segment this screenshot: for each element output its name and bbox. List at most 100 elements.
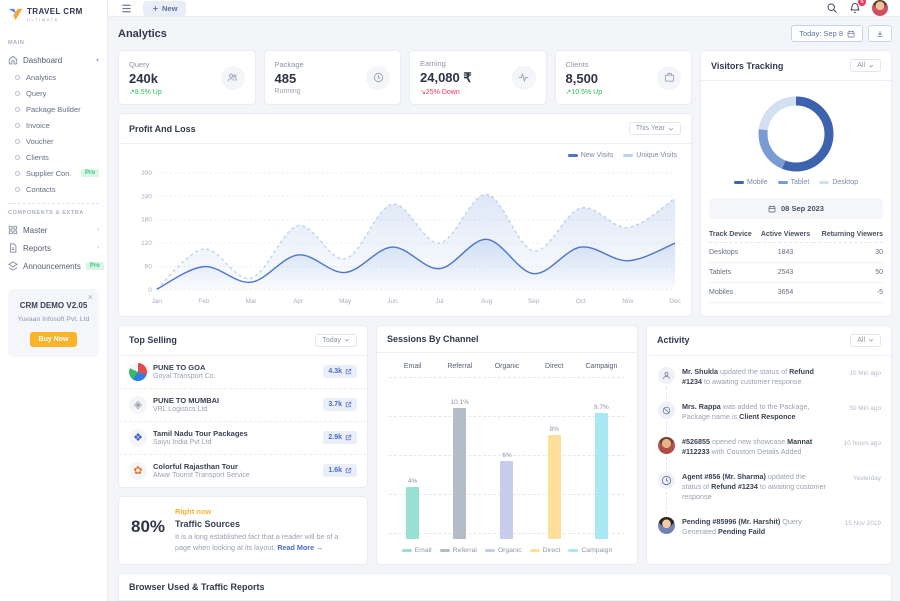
item-value-link[interactable]: 2.9k bbox=[323, 431, 357, 445]
hamburger-menu-icon[interactable] bbox=[120, 3, 133, 14]
read-more-link[interactable]: Read More → bbox=[277, 542, 324, 552]
activity-time: 15 Nov 2019 bbox=[844, 519, 881, 527]
activity-text: #526855 opened new showcase Mannat #1122… bbox=[682, 437, 826, 458]
user-avatar[interactable] bbox=[872, 0, 888, 16]
slash-circle-icon bbox=[657, 401, 675, 419]
activity-filter[interactable]: All bbox=[850, 333, 881, 347]
item-company: Saiyu India Pvt Ltd bbox=[153, 439, 212, 447]
new-button[interactable]: New bbox=[143, 0, 187, 16]
browser-report-card: Browser Used & Traffic Reports ChannelSe… bbox=[118, 572, 892, 601]
bullet-icon bbox=[15, 138, 20, 144]
sidebar-item-clients[interactable]: Clients bbox=[8, 149, 99, 165]
sidebar-item-query[interactable]: Query bbox=[8, 85, 99, 101]
item-value: 3.7k bbox=[328, 401, 342, 409]
visitors-filter[interactable]: All bbox=[850, 59, 881, 72]
sidebar-item-supplier-con-[interactable]: Supplier Con. Pro bbox=[8, 165, 99, 181]
chevron-right-icon: › bbox=[97, 227, 99, 233]
svg-text:Nov: Nov bbox=[622, 298, 634, 305]
sidebar-item-label: Analytics bbox=[26, 72, 57, 82]
legend-label: Desktop bbox=[832, 179, 858, 186]
activity-text-segment: Mrs. Rappa bbox=[682, 401, 721, 411]
legend-swatch bbox=[734, 181, 744, 184]
activity-text-segment: to awaiting customer response bbox=[702, 377, 802, 387]
svg-text:Oct: Oct bbox=[576, 298, 586, 305]
svg-text:60: 60 bbox=[145, 264, 153, 271]
svg-text:240: 240 bbox=[141, 193, 152, 200]
chevron-right-icon: › bbox=[97, 245, 99, 251]
sidebar-item-reports[interactable]: Reports › bbox=[8, 239, 99, 257]
sidebar-item-dashboard[interactable]: Dashboard ▾ bbox=[8, 51, 99, 69]
stat-value: 8,500 bbox=[565, 70, 599, 86]
legend-label: New Visits bbox=[580, 152, 614, 159]
bar-area: 6% bbox=[483, 377, 530, 539]
sidebar-item-announcements[interactable]: Announcements Pro bbox=[8, 257, 104, 275]
bar-columns: Email 4% Referral 10.1% Organic 6% Direct 8% Cam… bbox=[389, 363, 625, 539]
visitors-donut-chart bbox=[701, 81, 891, 179]
sidebar-item-package-builder[interactable]: Package Builder bbox=[8, 101, 99, 117]
sidebar-item-label: Announcements bbox=[23, 261, 81, 271]
top-selling-filter[interactable]: Today bbox=[315, 333, 357, 347]
item-value-link[interactable]: 3.7k bbox=[323, 398, 357, 412]
sidebar-item-invoice[interactable]: Invoice bbox=[8, 117, 99, 133]
activity-text-segment: to awaiting customer response bbox=[682, 481, 826, 502]
search-icon[interactable] bbox=[826, 2, 838, 14]
sidebar-item-analytics[interactable]: Analytics bbox=[8, 69, 99, 85]
gridline bbox=[389, 376, 625, 378]
table-cell: 2543 bbox=[757, 262, 814, 283]
bar-value-label: 8% bbox=[549, 425, 559, 433]
bar bbox=[406, 486, 420, 539]
brand-name: TRAVEL CRM bbox=[27, 6, 83, 16]
globe-icon bbox=[129, 362, 147, 381]
sidebar-item-contacts[interactable]: Contacts bbox=[8, 181, 99, 197]
line-chart-legend: New Visits Unique Visits bbox=[127, 148, 683, 159]
item-name: Colorful Rajasthan Tour bbox=[153, 462, 238, 472]
sidebar-item-label: Clients bbox=[26, 152, 49, 162]
item-value-link[interactable]: 4.3k bbox=[323, 365, 357, 379]
date-button[interactable]: Today: Sep 8 bbox=[791, 25, 863, 42]
pro-badge: Pro bbox=[85, 262, 104, 270]
close-icon[interactable]: × bbox=[87, 292, 93, 302]
stat-change: Running bbox=[274, 88, 301, 95]
buy-now-button[interactable]: Buy Now bbox=[29, 332, 78, 347]
svg-text:Dec: Dec bbox=[669, 298, 681, 305]
category-label: Email bbox=[403, 362, 422, 370]
bar-column-referral: Referral 10.1% bbox=[436, 363, 483, 539]
visitors-tracking-card: Visitors Tracking All Mobile Tablet Deskto… bbox=[700, 50, 892, 317]
sidebar: TRAVEL CRM ULTIMATE MAIN Dashboard ▾ Ana… bbox=[0, 0, 108, 601]
item-value-link[interactable]: 1.6k bbox=[323, 464, 357, 478]
sidebar-item-voucher[interactable]: Voucher bbox=[8, 133, 99, 149]
stat-card-clients: Clients 8,500 ↗10.5% Up bbox=[554, 50, 692, 105]
bullet-icon bbox=[15, 122, 20, 128]
legend-swatch bbox=[777, 181, 788, 184]
activity-icon-column bbox=[657, 366, 675, 404]
item-name: PUNE TO MUMBAI bbox=[153, 396, 220, 406]
top-selling-card: Top Selling Today PUNE TO GOA Goyal Trans… bbox=[118, 324, 368, 488]
bar-value-label: 10.1% bbox=[450, 398, 469, 406]
filter-value: This Year bbox=[635, 125, 665, 132]
profit-loss-filter[interactable]: This Year bbox=[628, 122, 681, 135]
stat-text: Clients 8,500 ↗10.5% Up bbox=[566, 60, 603, 96]
sidebar-item-master[interactable]: Master › bbox=[8, 221, 99, 239]
legend-item: Direct bbox=[529, 547, 560, 554]
stat-card-earning: Earning 24,080 ₹ ↘25% Down bbox=[409, 50, 547, 105]
table-header: Track Device bbox=[709, 227, 758, 243]
bar-column-campaign: Campaign 9.7% bbox=[578, 363, 625, 539]
download-button[interactable] bbox=[868, 25, 892, 42]
app-logo: TRAVEL CRM ULTIMATE bbox=[0, 0, 107, 28]
table-cell: 50 bbox=[813, 262, 883, 283]
stat-change: ↗8.5% Up bbox=[129, 88, 162, 96]
content: Analytics Today: Sep 8 Query 240k ↗8.5% Up… bbox=[108, 17, 900, 601]
notifications-bell-icon[interactable]: 5 bbox=[849, 0, 866, 14]
activity-text-segment: Refund #1234 bbox=[682, 366, 814, 387]
bar bbox=[594, 412, 608, 539]
activity-card: Activity All Mr. Shukla updated the stat… bbox=[646, 324, 892, 565]
legend-swatch bbox=[484, 548, 495, 552]
bullet-icon bbox=[15, 74, 20, 80]
visitors-date-button[interactable]: 08 Sep 2023 bbox=[709, 198, 883, 219]
legend-item: Tablet bbox=[777, 179, 809, 186]
brand-tagline: ULTIMATE bbox=[27, 16, 59, 22]
sessions-title: Sessions By Channel bbox=[387, 333, 479, 344]
profit-loss-line-chart: 0 60 120 180 240 300 Jan Feb Mar Apr May Jun Jul Aug S… bbox=[127, 159, 683, 310]
sidebar-item-label: Query bbox=[26, 88, 47, 98]
svg-text:Mar: Mar bbox=[245, 298, 257, 305]
